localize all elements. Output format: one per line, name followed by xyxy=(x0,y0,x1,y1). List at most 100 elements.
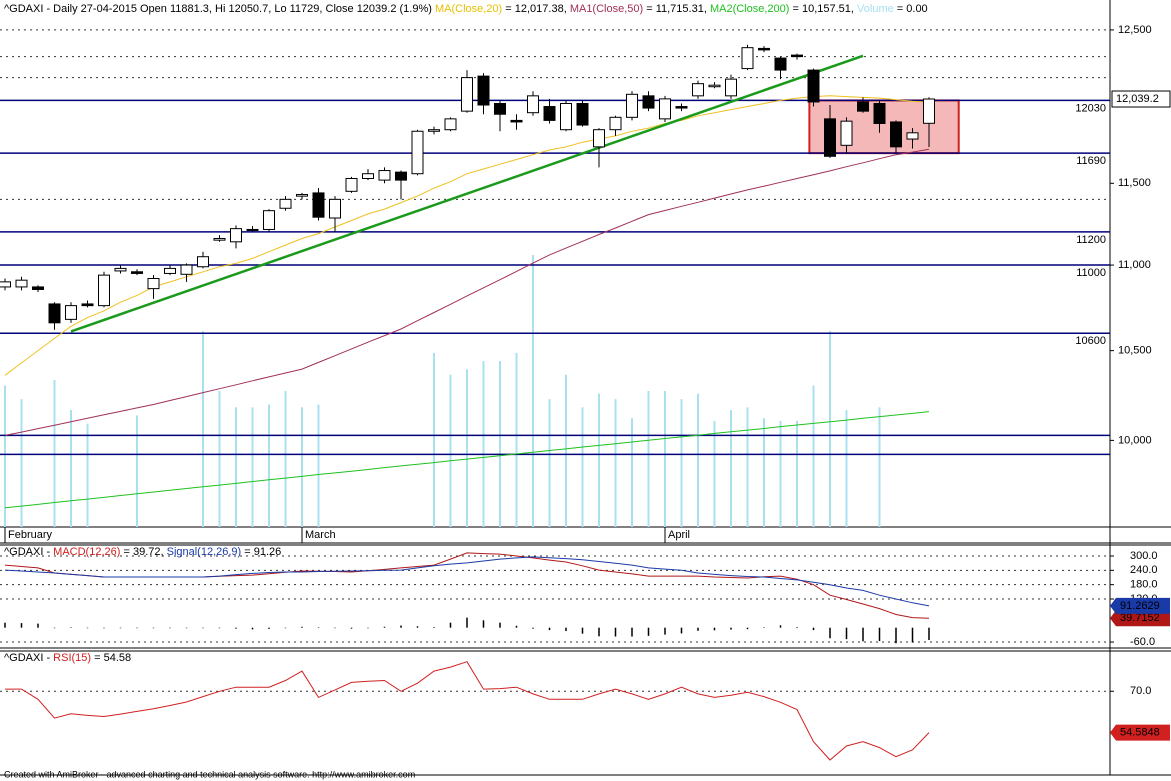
candle-body xyxy=(312,192,325,218)
histogram-bar xyxy=(697,627,699,631)
volume-bar xyxy=(598,393,600,527)
candle-body xyxy=(81,303,94,307)
candle-body xyxy=(329,198,341,219)
header-part: = 54.58 xyxy=(91,652,131,664)
candle-body xyxy=(824,118,836,157)
histogram-bar xyxy=(317,627,320,628)
histogram-bar xyxy=(334,627,336,629)
histogram-bar xyxy=(449,622,452,628)
candle-body xyxy=(477,75,490,106)
candle-body xyxy=(593,129,605,148)
histogram-bar xyxy=(268,627,270,629)
histogram-bar xyxy=(581,627,584,634)
histogram-bar xyxy=(4,622,6,628)
candle-body xyxy=(774,57,787,71)
histogram-bar xyxy=(878,627,881,642)
candle-body xyxy=(395,171,407,181)
candle-body xyxy=(609,116,622,131)
histogram-bar xyxy=(416,626,419,628)
value-box xyxy=(1110,724,1170,741)
volume-bar xyxy=(697,393,699,527)
volume-bar xyxy=(581,407,584,527)
y-tick-label: 11,500 xyxy=(1118,177,1151,189)
y-tick-label: 180.0 xyxy=(1130,579,1158,591)
value-label: 39.7152 xyxy=(1120,612,1160,624)
candle-body xyxy=(494,102,506,115)
x-tick-label: February xyxy=(8,529,53,541)
histogram-bar xyxy=(730,627,732,630)
candle-body xyxy=(147,277,160,290)
header-part: MA1(Close,50) xyxy=(570,3,643,15)
histogram-bar xyxy=(598,627,600,637)
histogram-bar xyxy=(202,627,204,629)
candle-body xyxy=(180,264,193,275)
volume-bar xyxy=(845,410,848,527)
volume-bar xyxy=(796,420,798,527)
candle-body xyxy=(527,95,539,114)
x-tick-label: April xyxy=(668,529,690,541)
histogram-bar xyxy=(713,627,716,631)
volume-bar xyxy=(70,410,72,527)
histogram-bar xyxy=(383,626,386,628)
histogram-bar xyxy=(779,625,782,628)
volume-bar xyxy=(449,374,452,527)
histogram-bar xyxy=(235,627,237,629)
histogram-bar xyxy=(218,627,221,629)
candle-body xyxy=(48,303,61,324)
histogram-bar xyxy=(796,626,798,628)
candle-body xyxy=(197,256,209,268)
volume-bar xyxy=(812,385,815,527)
histogram-bar xyxy=(86,627,89,629)
candle-body xyxy=(246,228,259,231)
candle-body xyxy=(0,281,11,288)
histogram-bar xyxy=(829,627,831,639)
volume-bar xyxy=(664,391,666,527)
candle-body xyxy=(675,106,688,109)
indicator-line xyxy=(4,556,930,607)
header-part: = 11,715.31, xyxy=(643,3,710,15)
histogram-bar xyxy=(911,627,914,643)
pane-header: ^GDAXI - RSI(15) = 54.58 xyxy=(4,652,131,664)
volume-bar xyxy=(251,407,254,527)
header-part: MA(Close,20) xyxy=(435,3,502,15)
x-tick-label: March xyxy=(305,529,336,541)
volume-bar xyxy=(614,399,617,527)
histogram-bar xyxy=(284,627,287,629)
moving-average xyxy=(4,411,930,509)
candle-body xyxy=(279,198,292,209)
histogram-bar xyxy=(185,627,188,629)
histogram-bar xyxy=(680,627,683,634)
volume-bar xyxy=(532,255,534,527)
y-tick-label: -60.0 xyxy=(1130,636,1155,648)
volume-bar xyxy=(86,423,89,527)
volume-bar xyxy=(499,361,501,527)
histogram-bar xyxy=(614,627,617,637)
volume-bar xyxy=(20,399,23,527)
histogram-bar xyxy=(548,627,551,631)
volume-bar xyxy=(136,415,138,527)
volume-bar xyxy=(565,374,567,527)
candle-body xyxy=(626,93,638,118)
y-tick-label: 240.0 xyxy=(1130,564,1158,576)
histogram-bar xyxy=(532,627,534,629)
candle-body xyxy=(362,173,374,180)
histogram-bar xyxy=(152,627,155,629)
candle-body xyxy=(345,178,358,192)
price-label: 12,039.2 xyxy=(1116,93,1159,105)
candle-body xyxy=(758,47,770,51)
histogram-bar xyxy=(301,626,303,628)
level-label: 11200 xyxy=(1076,234,1106,246)
histogram-bar xyxy=(565,627,567,632)
volume-bar xyxy=(218,391,221,527)
candle-body xyxy=(708,84,721,88)
y-tick-label: 10,500 xyxy=(1118,345,1152,357)
level-label: 11000 xyxy=(1076,267,1106,279)
volume-bar xyxy=(4,385,6,527)
volume-bar xyxy=(317,404,320,527)
volume-bar xyxy=(482,361,485,527)
histogram-bar xyxy=(482,620,485,628)
volume-bar xyxy=(746,407,749,527)
histogram-bar xyxy=(763,627,765,628)
candle-body xyxy=(510,119,523,123)
